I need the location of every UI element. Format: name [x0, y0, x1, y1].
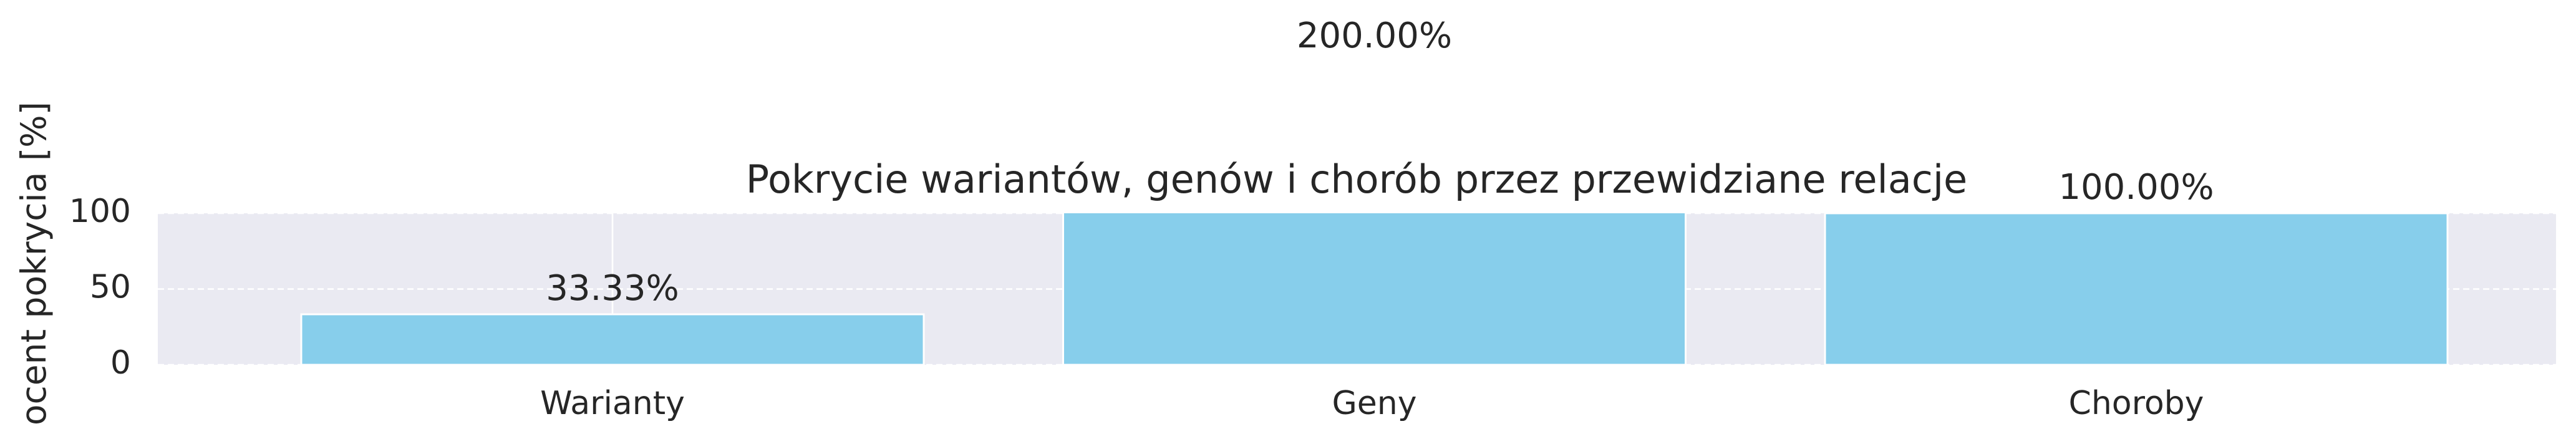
y-axis-label: ocent pokrycia [%]	[14, 102, 54, 425]
x-tick-label: Choroby	[2069, 385, 2204, 422]
value-label: 33.33%	[546, 268, 679, 309]
x-tick-label: Warianty	[540, 385, 685, 422]
y-tick-label: 50	[90, 269, 131, 306]
chart-title: Pokrycie wariantów, genów i chorób przez…	[746, 157, 1967, 202]
bar	[1062, 213, 1687, 365]
value-label: 100.00%	[2058, 167, 2214, 208]
y-tick-label: 100	[69, 193, 131, 230]
value-label: 200.00%	[1297, 16, 1452, 56]
bars	[300, 213, 2449, 365]
bar	[1824, 213, 2449, 365]
y-tick-label: 0	[110, 344, 131, 382]
x-tick-label: Geny	[1332, 385, 1416, 422]
bar	[300, 313, 925, 365]
